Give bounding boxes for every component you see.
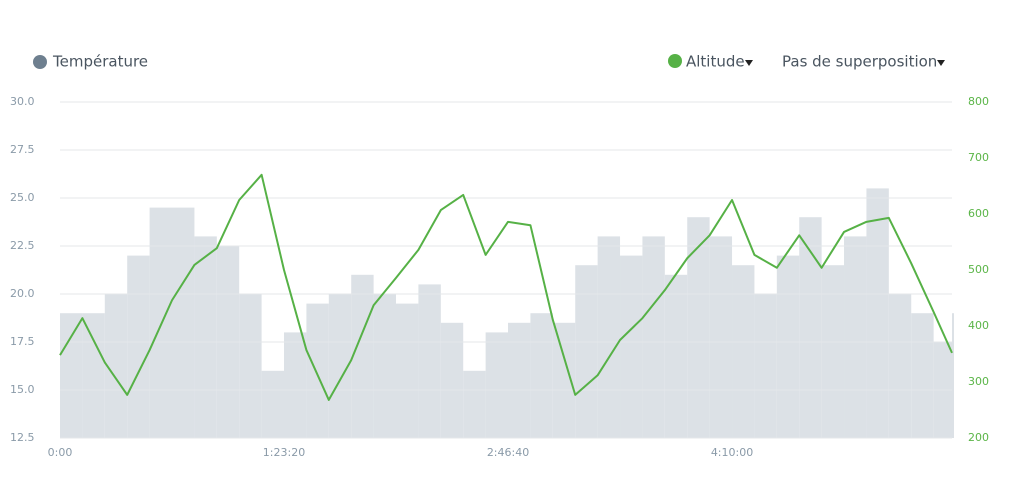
y-tick-label: 25.0 (10, 191, 35, 204)
temperature-step (575, 265, 598, 438)
temperature-step (597, 236, 621, 438)
temperature-step (418, 284, 441, 438)
legend-label[interactable]: Pas de superposition (782, 53, 937, 71)
y-tick-label: 27.5 (10, 143, 35, 156)
temperature-step (60, 313, 83, 438)
temperature-step (552, 322, 576, 438)
altitude-line (59, 173, 953, 401)
temperature-step (463, 370, 486, 438)
dropdown-arrow[interactable] (937, 60, 945, 66)
temperature-step (799, 217, 822, 438)
temperature-step (530, 313, 553, 438)
temperature-step (687, 217, 710, 438)
y2-tick-label: 700 (968, 151, 989, 164)
y-tick-label: 12.5 (10, 431, 35, 444)
legend-marker-temperature (33, 55, 47, 69)
temperature-step (396, 303, 419, 438)
temperature-step (911, 313, 934, 438)
y2-tick-label: 400 (968, 319, 989, 332)
temperature-step (328, 294, 352, 438)
x-tick-label: 0:00 (48, 446, 73, 459)
legend-label[interactable]: Altitude (686, 53, 745, 71)
y-tick-label: 15.0 (10, 383, 35, 396)
temperature-step (508, 322, 531, 438)
temperature-step (844, 236, 867, 438)
y-tick-label: 20.0 (10, 287, 35, 300)
temperature-step (888, 294, 912, 438)
temperature-step (239, 294, 262, 438)
y2-tick-label: 800 (968, 95, 989, 108)
temperature-step (373, 294, 397, 438)
temperature-step (866, 188, 889, 438)
y-tick-label: 30.0 (10, 95, 35, 108)
temperature-step (821, 265, 845, 438)
dropdown-arrow[interactable] (745, 60, 753, 66)
y2-tick-label: 200 (968, 431, 989, 444)
y-tick-label: 17.5 (10, 335, 35, 348)
temperature-step (440, 322, 464, 438)
y2-tick-label: 500 (968, 263, 989, 276)
temperature-step (642, 236, 665, 438)
temperature-step (172, 207, 195, 438)
temperature-step (261, 370, 285, 438)
y2-tick-label: 600 (968, 207, 989, 220)
temperature-step (284, 332, 307, 438)
temperature-step (664, 274, 688, 438)
legend-marker-altitude (668, 54, 682, 68)
temperature-step (194, 236, 217, 438)
temperature-step (351, 274, 374, 438)
temperature-step (732, 265, 755, 438)
temperature-step (485, 332, 509, 438)
temperature-step (754, 294, 777, 438)
y2-tick-label: 300 (968, 375, 989, 388)
temperature-step (104, 294, 128, 438)
y-tick-label: 22.5 (10, 239, 35, 252)
x-tick-label: 4:10:00 (711, 446, 753, 459)
x-tick-label: 1:23:20 (263, 446, 305, 459)
temperature-step (709, 236, 733, 438)
temperature-step (306, 303, 329, 438)
temperature-step (127, 255, 150, 438)
temperature-step (620, 255, 643, 438)
temperature-step (82, 313, 105, 438)
temperature-step (952, 313, 954, 438)
legend-label[interactable]: Température (52, 53, 148, 71)
temperature-step (776, 255, 800, 438)
x-tick-label: 2:46:40 (487, 446, 529, 459)
